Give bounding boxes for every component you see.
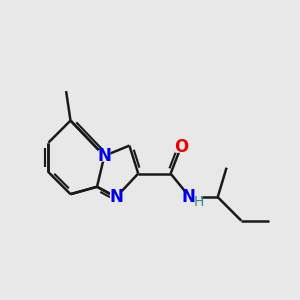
Text: O: O [174,138,188,156]
FancyBboxPatch shape [98,150,110,162]
Text: N: N [98,147,111,165]
FancyBboxPatch shape [175,141,187,153]
FancyBboxPatch shape [184,193,201,204]
Text: N: N [181,188,195,206]
Text: N: N [109,188,123,206]
FancyBboxPatch shape [110,191,122,203]
Text: H: H [194,195,204,209]
